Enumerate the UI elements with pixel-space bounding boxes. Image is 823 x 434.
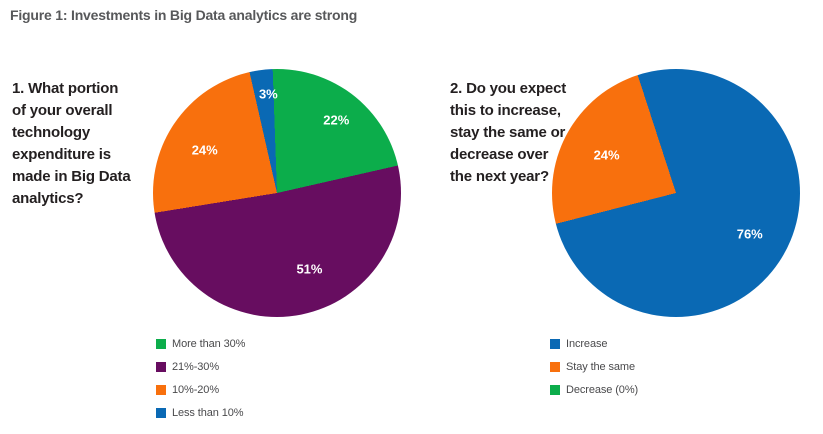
legend-swatch [550,384,560,395]
pie-slice-label: 76% [736,226,763,242]
legend-item: Less than 10% [156,401,245,424]
legend-item: Decrease (0%) [550,378,638,401]
legend-label: Decrease (0%) [566,383,639,396]
pie-slice-label: 3% [258,86,278,102]
pie-slice-label: 24% [191,142,218,158]
legend-swatch [550,338,560,349]
legend-label: Stay the same [566,360,636,373]
chart2-legend: Increase Stay the same Decrease (0%) [550,332,638,401]
pie-slice-label: 22% [323,112,350,128]
legend-item: 21%-30% [156,355,245,378]
legend-label: 21%-30% [172,360,219,373]
legend-swatch [550,361,560,372]
chart2-question: 2. Do you expect this to increase, stay … [450,80,567,185]
legend-item: 10%-20% [156,378,245,401]
figure-title: Figure 1: Investments in Big Data analyt… [10,7,358,23]
legend-label: Increase [566,337,608,350]
pie-slice-label: 24% [593,147,620,163]
legend-label: 10%-20% [172,383,219,396]
pie-slice-label: 51% [296,261,323,277]
chart2-pie: 76% 24% [552,69,800,317]
legend-label: More than 30% [172,337,246,350]
legend-item: Increase [550,332,638,355]
chart1-question: 1. What portion of your overall technolo… [12,80,131,207]
legend-label: Less than 10% [172,406,244,419]
legend-item: Stay the same [550,355,638,378]
legend-swatch [156,384,166,395]
legend-item: More than 30% [156,332,245,355]
chart1-pie: 22% 51% 24% 3% [153,69,401,317]
chart1-legend: More than 30% 21%-30% 10%-20% Less than 10% [156,332,245,424]
legend-swatch [156,407,166,418]
legend-swatch [156,338,166,349]
legend-swatch [156,361,166,372]
